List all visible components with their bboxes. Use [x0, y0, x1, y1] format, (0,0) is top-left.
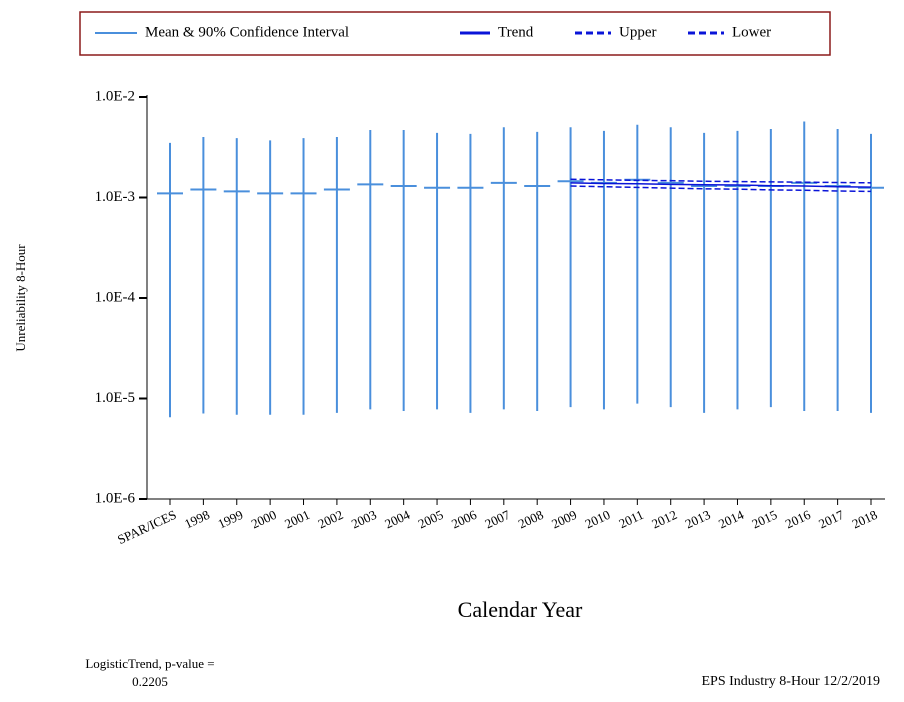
x-tick-label: 2001 — [282, 507, 312, 532]
x-tick-label: 2008 — [516, 507, 546, 532]
legend-label: Upper — [619, 24, 657, 40]
footer: EPS Industry 8-Hour 12/2/2019 — [702, 674, 881, 689]
x-axis-label: Calendar Year — [458, 597, 583, 622]
x-tick-label: 2002 — [316, 507, 346, 532]
x-tick-label: 2000 — [249, 507, 279, 532]
x-tick-label: 1999 — [215, 507, 245, 532]
legend-label: Lower — [732, 24, 771, 40]
x-tick-label: 2012 — [649, 507, 679, 532]
x-tick-label: 2005 — [416, 507, 446, 532]
trend-line — [570, 178, 872, 184]
x-tick-label: 2009 — [549, 507, 579, 532]
x-tick-label: 2007 — [482, 507, 512, 532]
legend-label: Mean & 90% Confidence Interval — [145, 24, 349, 40]
legend-label: Trend — [498, 24, 534, 40]
y-tick-label: 1.0E-5 — [95, 390, 135, 406]
x-tick-label: 2010 — [583, 507, 613, 532]
x-tick-label: 2013 — [683, 507, 713, 532]
x-tick-label: 2011 — [616, 507, 645, 531]
x-tick-label: 2004 — [382, 507, 412, 532]
trend-line — [570, 185, 872, 193]
x-tick-label: 2014 — [716, 507, 746, 532]
y-tick-label: 1.0E-6 — [95, 490, 136, 506]
x-tick-label: 2018 — [850, 507, 880, 532]
x-tick-label: SPAR/ICES — [115, 507, 179, 547]
x-tick-label: 2003 — [349, 507, 379, 532]
x-tick-label: 2006 — [449, 507, 479, 532]
y-axis-label: Unreliability 8-Hour — [13, 244, 28, 352]
y-tick-label: 1.0E-3 — [95, 189, 135, 205]
x-tick-label: 1998 — [182, 507, 212, 532]
trend-line — [570, 182, 872, 188]
annotation: 0.2205 — [132, 674, 168, 689]
x-tick-label: 2017 — [816, 507, 846, 532]
y-tick-label: 1.0E-4 — [95, 289, 136, 305]
y-tick-label: 1.0E-2 — [95, 88, 135, 104]
x-tick-label: 2016 — [783, 507, 813, 532]
x-tick-label: 2015 — [749, 507, 779, 532]
annotation: LogisticTrend, p-value = — [85, 656, 214, 671]
